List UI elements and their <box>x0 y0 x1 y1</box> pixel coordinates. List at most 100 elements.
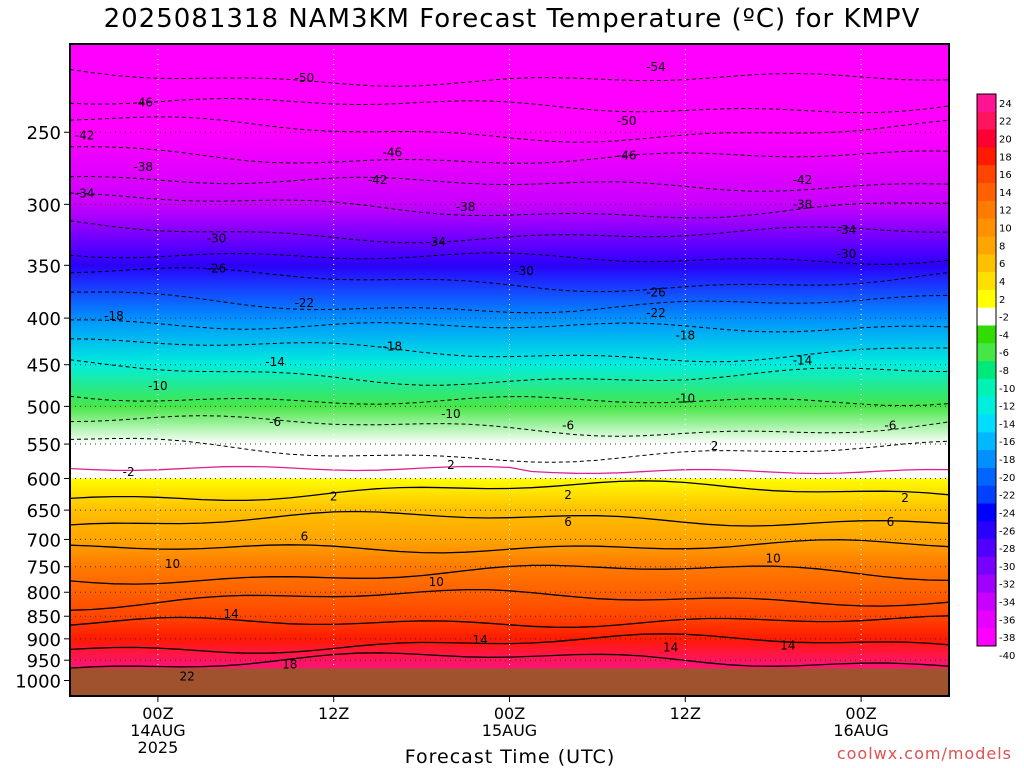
colorbar-swatch <box>977 129 996 148</box>
freezing-level-line <box>70 465 949 475</box>
colorbar-swatch <box>977 521 996 540</box>
y-tick-label: 950 <box>27 651 61 672</box>
contour-label: -42 <box>368 173 388 187</box>
colorbar-swatch <box>977 94 996 113</box>
contour-label: 6 <box>564 515 572 529</box>
contour-label: -14 <box>265 355 285 369</box>
colorbar-label: -20 <box>999 473 1015 484</box>
contour-label: -54 <box>646 60 666 74</box>
colorbar-swatch <box>977 539 996 558</box>
colorbar-label: -14 <box>999 419 1015 430</box>
colorbar-label: 2 <box>999 295 1005 306</box>
isotherm-line <box>70 652 949 669</box>
colorbar-frame <box>976 93 997 647</box>
contour-label: -34 <box>837 223 857 237</box>
colorbar-swatch <box>977 485 996 505</box>
y-axis: 2503003504004505005506006507007508008509… <box>15 123 70 692</box>
contour-label: -30 <box>837 247 857 261</box>
contour-label: 14 <box>224 607 239 621</box>
colorbar-label: 16 <box>999 170 1012 181</box>
contour-label: -14 <box>793 353 813 367</box>
colorbar-label: -38 <box>999 633 1015 644</box>
grid-lines <box>70 44 949 696</box>
contour-label: 22 <box>180 670 195 684</box>
source-credit: coolwx.com/models <box>836 744 1012 763</box>
x-tick-label: 00Z <box>845 704 876 723</box>
colorbar-label: -6 <box>999 348 1009 359</box>
colorbar-swatch <box>977 218 996 237</box>
y-tick-label: 800 <box>27 583 61 604</box>
colorbar-label: 20 <box>999 135 1012 146</box>
y-tick-label: 500 <box>27 397 61 418</box>
colorbar-swatch <box>977 432 996 451</box>
colorbar-label: 4 <box>999 277 1005 288</box>
contour-label: -34 <box>426 235 446 249</box>
y-tick-label: 700 <box>27 530 61 551</box>
colorbar-label: 8 <box>999 241 1005 252</box>
contour-label: -30 <box>207 231 227 245</box>
isotherm-line <box>70 633 949 654</box>
contour-label: -46 <box>133 96 153 110</box>
x-tick-label: 2025 <box>138 738 179 757</box>
colorbar-label: 18 <box>999 152 1012 163</box>
colorbar-label: -22 <box>999 491 1015 502</box>
isotherm-line <box>70 359 949 386</box>
y-tick-label: 900 <box>27 630 61 651</box>
colorbar-label: -30 <box>999 562 1015 573</box>
x-tick-label: 15AUG <box>482 721 537 740</box>
colorbar-label: 6 <box>999 259 1005 270</box>
colorbar-swatch <box>977 289 996 309</box>
colorbar-swatch <box>977 378 996 398</box>
isotherm-line <box>70 589 949 611</box>
contour-label: -18 <box>104 309 124 323</box>
contour-label: 2 <box>901 491 909 505</box>
colorbar-label: 22 <box>999 117 1012 128</box>
contour-label: -22 <box>295 296 315 310</box>
isotherm-line <box>70 220 949 244</box>
colorbar-label: -12 <box>999 402 1015 413</box>
colorbar-swatch <box>977 361 996 380</box>
contour-label: -10 <box>148 379 168 393</box>
contour-label: -22 <box>646 306 666 320</box>
colorbar-swatch <box>977 467 996 487</box>
y-tick-label: 600 <box>27 469 61 490</box>
y-tick-label: 300 <box>27 195 61 216</box>
contour-label: -50 <box>295 71 315 85</box>
x-tick-label: 12Z <box>670 704 701 723</box>
contour-label: 18 <box>282 657 297 671</box>
colorbar-label: -18 <box>999 455 1015 466</box>
colorbar-swatch <box>977 343 996 362</box>
colorbar-label: -24 <box>999 508 1015 519</box>
contour-label: -30 <box>514 264 534 278</box>
colorbar-swatch <box>977 254 996 273</box>
colorbar-swatch <box>977 503 996 522</box>
contour-label: -2 <box>123 465 135 479</box>
contour-label: -42 <box>75 128 95 142</box>
y-tick-label: 450 <box>27 356 61 377</box>
colorbar-swatch <box>977 307 996 326</box>
ground-surface <box>70 668 949 696</box>
contour-label: 2 <box>330 490 338 504</box>
colorbar-label: 12 <box>999 206 1012 217</box>
colorbar-label: 14 <box>999 188 1012 199</box>
contour-label: -6 <box>562 419 574 433</box>
contour-label: -42 <box>793 173 813 187</box>
contour-label: -34 <box>75 187 95 201</box>
x-tick-label: 12Z <box>318 704 349 723</box>
colorbar-label: -34 <box>999 597 1015 608</box>
contour-label: -10 <box>441 407 461 421</box>
colorbar-label: -4 <box>999 330 1009 341</box>
colorbar-swatch <box>977 556 996 576</box>
colorbar-swatch <box>977 165 996 184</box>
y-tick-label: 550 <box>27 435 61 456</box>
x-tick-label: 16AUG <box>833 721 888 740</box>
x-tick-label: 00Z <box>142 704 173 723</box>
contour-label: -38 <box>793 197 813 211</box>
contour-label: -18 <box>675 329 695 343</box>
colorbar-label: -28 <box>999 544 1015 555</box>
contour-label: 2 <box>564 488 572 502</box>
contour-label: -46 <box>382 145 402 159</box>
chart-title: 2025081318 NAM3KM Forecast Temperature (… <box>103 4 921 34</box>
colorbar-swatch <box>977 200 996 220</box>
